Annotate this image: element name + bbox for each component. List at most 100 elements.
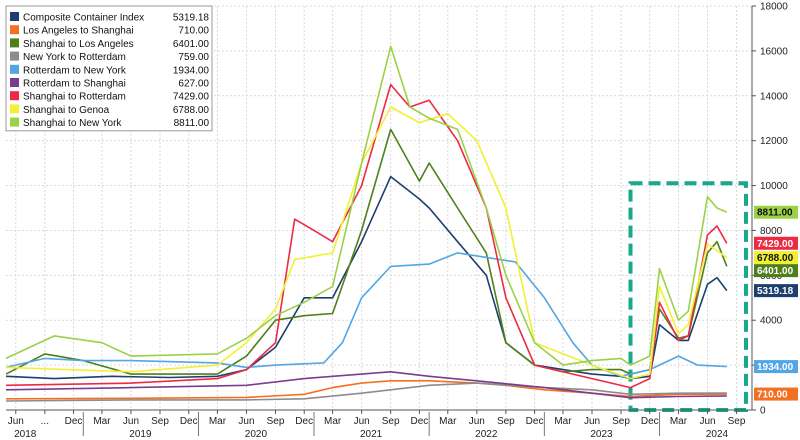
y-tick-label: 16000	[760, 46, 788, 57]
y-tick-label: 10000	[760, 181, 788, 192]
end-label-bg	[754, 360, 798, 374]
y-tick-label: 0	[760, 406, 766, 417]
legend-value: 759.00	[178, 52, 209, 63]
legend-swatch	[10, 12, 19, 21]
y-tick-label: 4000	[760, 316, 783, 327]
end-label-badge: 710.00	[754, 387, 798, 401]
x-tick-label: Dec	[410, 416, 428, 427]
legend-value: 7429.00	[173, 92, 210, 103]
x-tick-label: Sep	[267, 416, 285, 427]
legend-swatch	[10, 64, 19, 74]
legend-label: Rotterdam to New York	[23, 65, 127, 76]
end-label-badge: 1934.00	[754, 360, 798, 374]
x-tick-label: Mar	[554, 416, 572, 427]
end-label-text: 8811.00	[757, 208, 793, 219]
x-tick-label: Jun	[699, 416, 715, 427]
x-tick-label: Jun	[354, 416, 370, 427]
x-tick-label: Dec	[641, 416, 659, 427]
x-year-label: 2024	[706, 429, 729, 440]
x-tick-label: Sep	[382, 416, 400, 427]
end-label-badge: 6401.00	[754, 264, 798, 278]
x-tick-label: Sep	[612, 416, 630, 427]
end-label-badge: 7429.00	[754, 236, 798, 250]
legend-label: Shanghai to Genoa	[23, 105, 110, 116]
legend-label: Los Angeles to Shanghai	[23, 26, 134, 37]
legend-value: 1934.00	[173, 65, 210, 76]
end-label-bg	[754, 387, 798, 401]
end-label-text: 1934.00	[757, 362, 794, 373]
x-year-label: 2021	[360, 429, 383, 440]
series-line-shanghai-to-new-york	[5, 45, 728, 366]
x-tick-label: Sep	[497, 416, 515, 427]
legend-value: 8811.00	[174, 118, 210, 129]
legend-item: Composite Container Index 5319.18	[10, 12, 209, 24]
x-year-label: 2018	[14, 429, 37, 440]
x-tick-label: ...	[41, 416, 49, 427]
legend-item: New York to Rotterdam 759.00	[10, 51, 209, 63]
legend-item: Shanghai to Genoa 6788.00	[10, 104, 209, 116]
x-tick-label: Jun	[8, 416, 24, 427]
legend-swatch	[10, 51, 19, 61]
y-tick-label: 8000	[760, 226, 783, 237]
end-label-bg	[754, 236, 798, 250]
series-line-shanghai-to-genoa	[5, 106, 728, 380]
legend-swatch	[10, 25, 19, 35]
end-label-bg	[754, 251, 798, 265]
legend-item: Rotterdam to Shanghai 627.00	[10, 78, 209, 90]
axes: 0200040006000800010000120001400016000180…	[6, 2, 788, 440]
series-line-new-york-to-rotterdam	[5, 382, 727, 402]
series-line-shanghai-to-rotterdam	[5, 83, 728, 389]
legend-item: Shanghai to Los Angeles 6401.00	[10, 38, 209, 50]
legend-label: Shanghai to Rotterdam	[23, 92, 126, 103]
end-label-badge: 6788.00	[754, 251, 798, 264]
x-tick-label: Mar	[209, 416, 227, 427]
x-tick-label: Sep	[728, 416, 746, 427]
x-tick-label: Mar	[324, 416, 342, 427]
end-label-text: 6401.00	[757, 266, 794, 277]
x-tick-label: Dec	[295, 416, 313, 427]
end-label-bg	[754, 284, 798, 298]
legend-item: Shanghai to Rotterdam 7429.00	[10, 91, 209, 103]
end-label-text: 710.00	[757, 390, 788, 401]
x-year-label: 2019	[129, 429, 152, 440]
end-label-bg	[754, 264, 798, 278]
legend-swatch	[10, 78, 19, 87]
legend-label: New York to Rotterdam	[23, 52, 126, 63]
x-year-label: 2022	[475, 429, 498, 440]
legend-label: Shanghai to Los Angeles	[23, 39, 134, 50]
x-tick-label: Jun	[584, 416, 600, 427]
end-label-badge: 8811.00	[754, 205, 798, 219]
x-tick-label: Jun	[469, 416, 485, 427]
legend-label: Rotterdam to Shanghai	[23, 79, 126, 90]
x-year-label: 2023	[590, 429, 613, 440]
x-tick-label: Mar	[670, 416, 688, 427]
series-line-rotterdam-to-shanghai	[5, 371, 727, 399]
series-line-rotterdam-to-new-york	[5, 252, 727, 378]
series-layer	[5, 45, 728, 402]
legend-item: Rotterdam to New York 1934.00	[10, 64, 210, 76]
x-tick-label: Mar	[93, 416, 111, 427]
legend-box	[5, 5, 213, 132]
x-tick-label: Mar	[439, 416, 457, 427]
x-tick-label: Jun	[238, 416, 254, 427]
legend-swatch	[10, 38, 19, 48]
x-year-label: 2020	[245, 429, 268, 440]
end-label-text: 7429.00	[757, 239, 794, 250]
y-tick-label: 14000	[760, 91, 788, 102]
legend-label: Shanghai to New York	[23, 118, 122, 129]
legend-label: Composite Container Index	[23, 13, 144, 24]
legend-swatch	[10, 91, 19, 101]
legend-item: Los Angeles to Shanghai 710.00	[10, 25, 209, 37]
y-tick-label: 18000	[760, 2, 788, 13]
legend-swatch	[10, 104, 19, 114]
y-tick-label: 12000	[760, 136, 788, 147]
x-tick-label: Dec	[526, 416, 544, 427]
end-label-text: 6788.00	[757, 253, 794, 264]
end-label-badge: 5319.18	[754, 284, 798, 298]
legend-swatch	[10, 117, 19, 127]
legend-value: 710.00	[178, 26, 209, 37]
x-tick-label: Dec	[180, 416, 198, 427]
